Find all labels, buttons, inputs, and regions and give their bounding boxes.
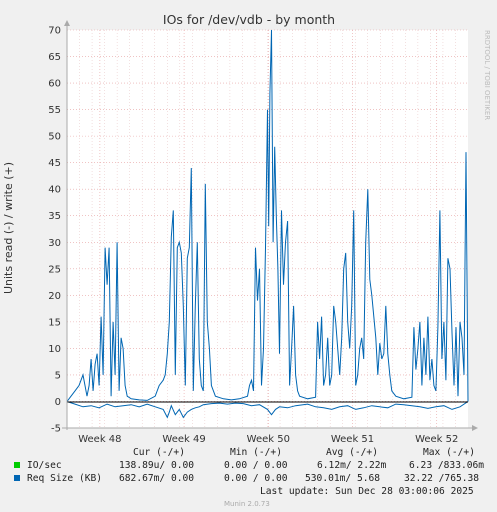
x-tick-labels: Week 48 Week 49 Week 50 Week 51 Week 52 bbox=[78, 434, 458, 445]
series-lines bbox=[66, 29, 469, 419]
munin-version: Munin 2.0.73 bbox=[224, 500, 270, 508]
y-tick-label: 70 bbox=[48, 26, 61, 37]
x-tick-label: Week 49 bbox=[162, 434, 205, 445]
y-tick-label: 55 bbox=[48, 105, 61, 116]
x-tick-label: Week 50 bbox=[247, 434, 290, 445]
y-tick-label: 45 bbox=[48, 158, 61, 169]
legend-avg: 6.12m/ 2.22m bbox=[317, 460, 387, 471]
legend-row-io: IO/sec 138.89u/ 0.00 0.00 / 0.00 6.12m/ … bbox=[0, 459, 484, 472]
y-tick-label: 60 bbox=[48, 79, 61, 90]
y-tick-label: 40 bbox=[48, 185, 61, 196]
y-tick-label: 50 bbox=[48, 132, 61, 143]
y-tick-label: 35 bbox=[48, 211, 61, 222]
legend-row-reqsize: Req Size (KB) 682.67m/ 0.00 0.00 / 0.00 … bbox=[0, 472, 479, 485]
y-tick-label: 20 bbox=[48, 291, 61, 302]
y-tick-label: 25 bbox=[48, 264, 61, 275]
legend-header-min: Min (-/+) bbox=[230, 447, 282, 458]
legend-max: 6.23 /833.06m bbox=[409, 460, 485, 471]
x-axis-arrow bbox=[472, 425, 478, 431]
y-tick-label: 15 bbox=[48, 317, 61, 328]
y-axis-arrow bbox=[64, 20, 70, 26]
io-color-swatch bbox=[14, 462, 20, 468]
legend-max: 32.22 /765.38 bbox=[404, 473, 480, 484]
y-tick-labels: -5 0 5 10 15 20 25 30 35 40 45 50 55 60 65 70 bbox=[48, 26, 61, 435]
legend-min: 0.00 / 0.00 bbox=[224, 473, 288, 484]
y-tick-label: -5 bbox=[51, 424, 61, 435]
legend-header-cur: Cur (-/+) bbox=[133, 447, 185, 458]
y-tick-label: 30 bbox=[48, 238, 61, 249]
y-tick-label: 10 bbox=[48, 344, 61, 355]
legend-header-row: Cur (-/+) Min (-/+) Avg (-/+) Max (-/+) bbox=[0, 446, 475, 459]
x-tick-label: Week 48 bbox=[78, 434, 121, 445]
legend-avg: 530.01m/ 5.68 bbox=[305, 473, 381, 484]
side-label: RRDTOOL / TOBI OETIKER bbox=[483, 30, 491, 120]
series-line bbox=[66, 401, 469, 419]
legend-header-max: Max (-/+) bbox=[423, 447, 475, 458]
legend-cur: 682.67m/ 0.00 bbox=[119, 473, 195, 484]
legend-name: Req Size (KB) bbox=[27, 473, 103, 484]
last-update: Last update: Sun Dec 28 03:00:06 2025 bbox=[260, 486, 474, 497]
grid bbox=[67, 29, 468, 429]
reqsize-color-swatch bbox=[14, 475, 20, 481]
chart-title: IOs for /dev/vdb - by month bbox=[163, 12, 335, 27]
y-tick-label: 0 bbox=[55, 397, 61, 408]
y-axis-label: Units read (-) / write (+) bbox=[2, 162, 15, 294]
x-tick-label: Week 51 bbox=[331, 434, 374, 445]
y-tick-label: 5 bbox=[55, 370, 61, 381]
x-tick-label: Week 52 bbox=[415, 434, 458, 445]
y-tick-label: 65 bbox=[48, 52, 61, 63]
legend-min: 0.00 / 0.00 bbox=[224, 460, 288, 471]
legend-name: IO/sec bbox=[27, 460, 62, 471]
legend-cur: 138.89u/ 0.00 bbox=[119, 460, 195, 471]
legend-header-avg: Avg (-/+) bbox=[326, 447, 378, 458]
series-line bbox=[66, 29, 469, 402]
